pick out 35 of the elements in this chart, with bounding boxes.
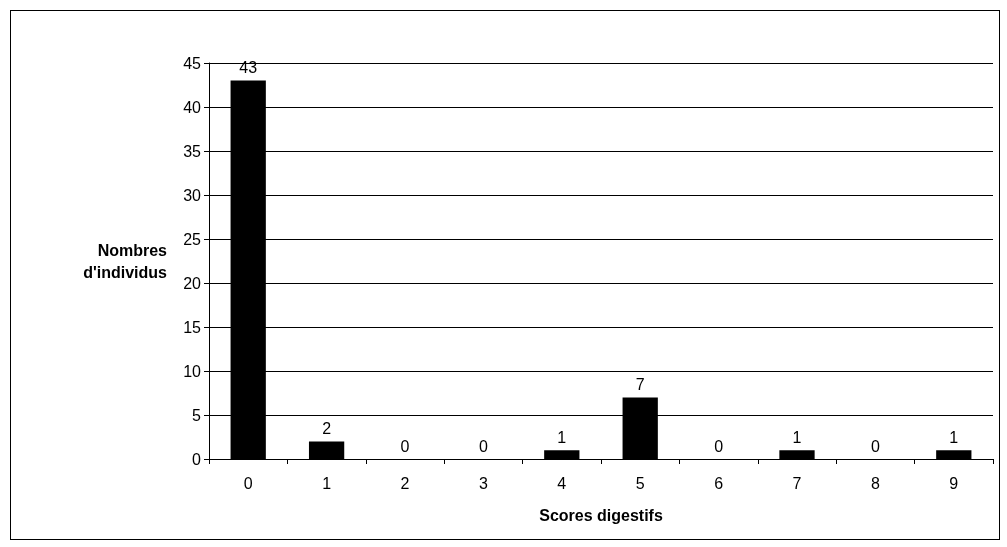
bar [936,450,972,459]
y-tick-label: 25 [183,230,202,248]
bar [779,450,815,459]
data-label: 0 [870,437,880,455]
data-label: 1 [949,428,959,446]
y-tick-label: 0 [192,450,202,468]
data-label: 0 [714,437,724,455]
y-tick-label: 15 [183,318,202,336]
data-label: 1 [792,428,802,446]
x-tick-label: 0 [243,474,253,492]
data-label: 0 [400,437,410,455]
x-tick-label: 5 [635,474,645,492]
bar [544,450,580,459]
x-axis-title: Scores digestifs [539,506,663,524]
y-axis-title: Nombres d'individus [83,241,168,281]
x-tick-label: 7 [792,474,802,492]
x-tick-label: 2 [400,474,410,492]
y-tick-label: 40 [183,98,202,116]
x-tick-label: 9 [949,474,959,492]
y-tick-label: 35 [183,142,202,160]
data-label: 7 [635,375,645,393]
x-tick-label: 8 [870,474,880,492]
data-label: 1 [557,428,567,446]
x-tick-label: 1 [322,474,332,492]
x-tick-label: 4 [557,474,567,492]
y-tick-label: 30 [183,186,202,204]
y-tick-label: 20 [183,274,202,292]
bar [308,441,345,459]
x-tick-label: 6 [714,474,724,492]
x-tick-label: 3 [478,474,488,492]
data-label: 0 [478,437,488,455]
data-label: 2 [322,419,332,437]
y-tick-label: 45 [183,54,202,72]
y-tick-label: 5 [192,406,202,424]
y-tick-label: 10 [183,362,202,380]
